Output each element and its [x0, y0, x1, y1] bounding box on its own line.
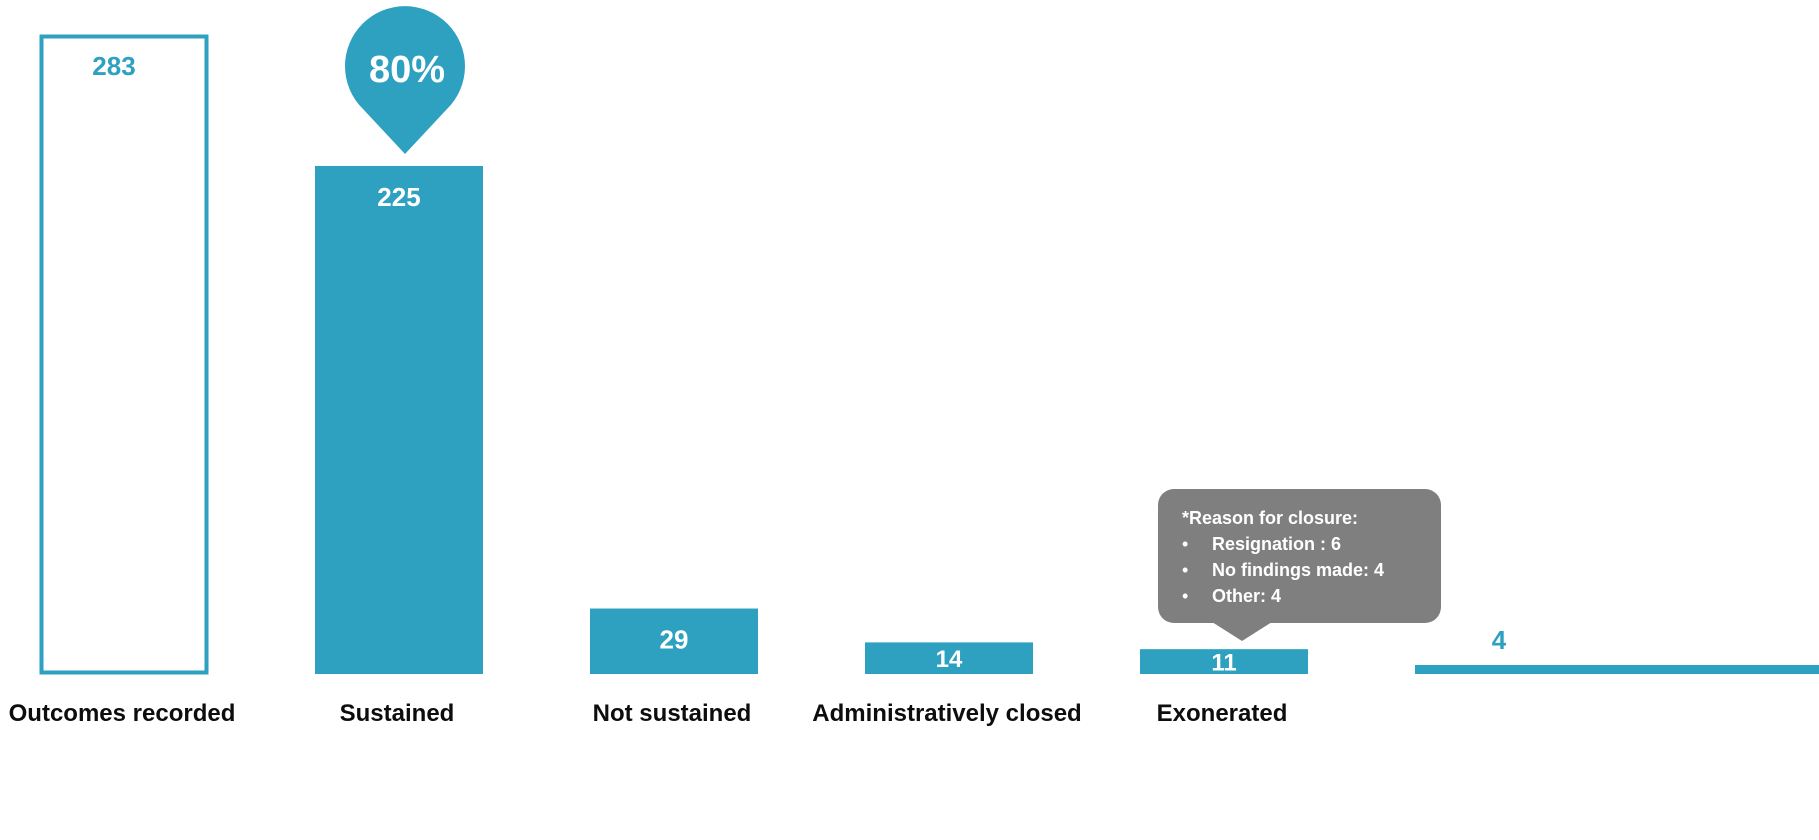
category-label: Not sustained [593, 700, 752, 727]
category-label: Administratively closed [812, 700, 1081, 727]
bar-outline [39, 34, 209, 675]
tooltip-item: No findings made: 4 [1182, 557, 1441, 583]
callout-label: 80% [369, 49, 445, 91]
bar-value-label: 29 [660, 625, 689, 655]
tooltip-list: Resignation : 6 No findings made: 4 Othe… [1182, 531, 1441, 609]
tooltip-item: Resignation : 6 [1182, 531, 1441, 557]
bar [1140, 649, 1308, 674]
category-label: Sustained [340, 700, 455, 727]
tooltip-pointer [1212, 622, 1272, 641]
closure-reason-tooltip: *Reason for closure: Resignation : 6 No … [1158, 489, 1441, 623]
bar [315, 165, 483, 675]
tooltip-item: Other: 4 [1182, 583, 1441, 609]
bar-value-label: 4 [1492, 625, 1507, 655]
bar [590, 608, 758, 674]
category-label: Outcomes recorded [9, 700, 236, 727]
bar-value-label: 14 [936, 646, 963, 673]
percentage-callout [345, 6, 466, 154]
tooltip-title: *Reason for closure: [1182, 508, 1359, 528]
bar [1415, 664, 1819, 674]
bar-value-label: 11 [1211, 650, 1236, 677]
category-label: Exonerated [1157, 700, 1288, 727]
bar-value-label: 283 [92, 51, 135, 81]
bar-value-label: 225 [377, 182, 420, 212]
bar [865, 642, 1033, 674]
